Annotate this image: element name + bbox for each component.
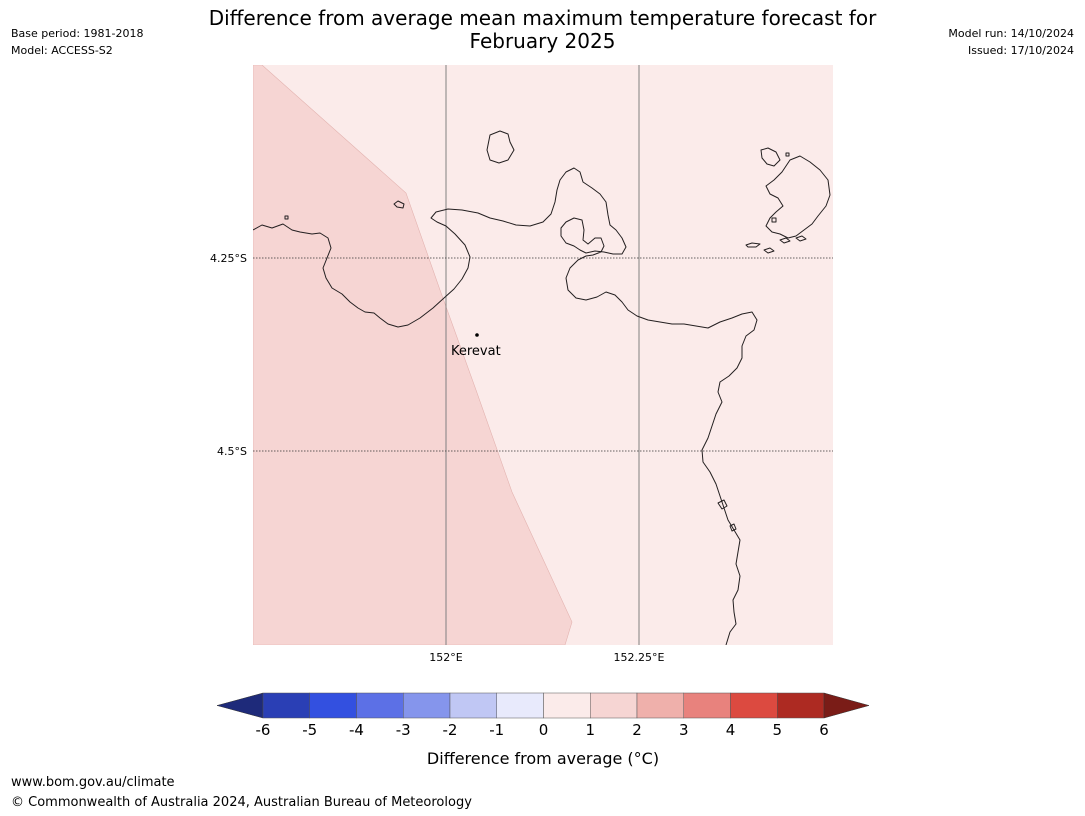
coastlines bbox=[253, 130, 831, 645]
colorbar-label: Difference from average (°C) bbox=[427, 749, 659, 768]
islet bbox=[795, 235, 807, 242]
colorbar-segment bbox=[590, 692, 638, 719]
base-period-text: Base period: 1981-2018 bbox=[11, 27, 144, 40]
model-run-text: Model run: 14/10/2024 bbox=[948, 27, 1074, 40]
lon-label: 152.25°E bbox=[614, 651, 665, 664]
colorbar-tick-label: -4 bbox=[349, 721, 364, 739]
island-small-north bbox=[486, 130, 515, 164]
colorbar-segment bbox=[543, 692, 591, 719]
anomaly-zone-1-to-2 bbox=[253, 65, 573, 645]
metadata-left: Base period: 1981-2018 Model: ACCESS-S2 bbox=[11, 25, 143, 59]
colorbar-tick-label: 2 bbox=[632, 721, 642, 739]
colorbar: -6 -5 -4 -3 -2 -1 0 1 2 3 4 5 6 bbox=[216, 692, 870, 739]
islet bbox=[284, 215, 289, 220]
islet bbox=[745, 242, 761, 248]
islet bbox=[785, 152, 790, 157]
lat-label: 4.25°S bbox=[210, 252, 247, 265]
islet bbox=[763, 247, 775, 254]
islet bbox=[779, 237, 791, 244]
islet bbox=[771, 217, 777, 223]
metadata-right: Model run: 14/10/2024 Issued: 17/10/2024 bbox=[948, 25, 1074, 59]
colorbar-segment bbox=[496, 692, 544, 719]
islet bbox=[729, 523, 737, 532]
colorbar-tick-label: -5 bbox=[302, 721, 317, 739]
peninsula-northeast bbox=[765, 155, 831, 239]
page-title: Difference from average mean maximum tem… bbox=[150, 7, 935, 53]
colorbar-segment bbox=[403, 692, 451, 719]
colorbar-segment bbox=[309, 692, 357, 719]
colorbar-tick-label: 3 bbox=[679, 721, 689, 739]
colorbar-tick-label: 5 bbox=[772, 721, 782, 739]
title-line-2: February 2025 bbox=[469, 29, 616, 53]
model-text: Model: ACCESS-S2 bbox=[11, 44, 113, 57]
colorbar-segment bbox=[777, 692, 825, 719]
map-area bbox=[253, 65, 833, 645]
lon-label: 152°E bbox=[429, 651, 462, 664]
colorbar-segment bbox=[262, 692, 310, 719]
colorbar-tick-label: -2 bbox=[443, 721, 458, 739]
colorbar-extend-low bbox=[216, 692, 264, 719]
colorbar-tick-label: -1 bbox=[489, 721, 504, 739]
colorbar-tick-label: 0 bbox=[539, 721, 549, 739]
title-line-1: Difference from average mean maximum tem… bbox=[208, 6, 877, 30]
islet bbox=[717, 499, 728, 510]
place-marker bbox=[475, 333, 479, 337]
colorbar-segment bbox=[636, 692, 684, 719]
lat-label: 4.5°S bbox=[217, 445, 247, 458]
colorbar-tick-label: -3 bbox=[396, 721, 411, 739]
issued-text: Issued: 17/10/2024 bbox=[967, 44, 1074, 57]
island-small-west bbox=[393, 200, 405, 209]
place-label: Kerevat bbox=[451, 344, 501, 359]
colorbar-tick-label: -6 bbox=[256, 721, 271, 739]
colorbar-tick-label: 4 bbox=[726, 721, 736, 739]
colorbar-segment bbox=[730, 692, 778, 719]
colorbar-segment bbox=[356, 692, 404, 719]
colorbar-extend-high bbox=[823, 692, 870, 719]
footer-url: www.bom.gov.au/climate bbox=[11, 775, 175, 790]
footer-copyright: © Commonwealth of Australia 2024, Austra… bbox=[11, 795, 472, 810]
islands-northeast bbox=[760, 147, 781, 167]
colorbar-tick-label: 6 bbox=[819, 721, 829, 739]
colorbar-segment bbox=[683, 692, 731, 719]
colorbar-segment bbox=[449, 692, 497, 719]
coastline-main bbox=[253, 167, 758, 645]
colorbar-tick-label: 1 bbox=[585, 721, 595, 739]
